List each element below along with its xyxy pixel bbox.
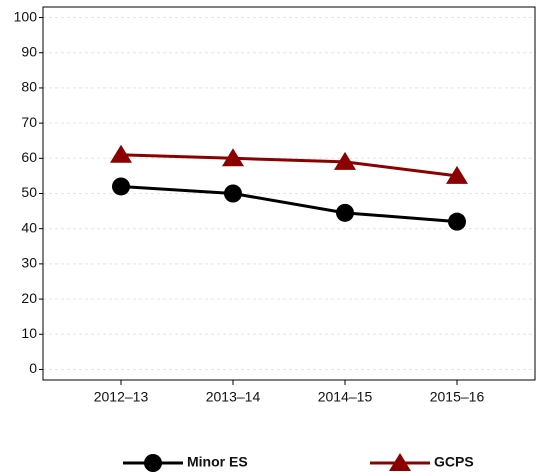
y-tick-label: 90 bbox=[21, 43, 37, 59]
legend-label: Minor ES bbox=[187, 454, 248, 470]
legend-label: GCPS bbox=[434, 454, 474, 470]
y-tick-label: 50 bbox=[21, 184, 37, 200]
series-line bbox=[120, 153, 458, 178]
y-tick-label: 80 bbox=[21, 79, 37, 95]
point bbox=[448, 212, 466, 231]
point bbox=[222, 148, 244, 167]
point bbox=[112, 177, 130, 196]
legend-marker bbox=[144, 454, 162, 472]
y-tick-label: 40 bbox=[21, 219, 37, 235]
x-tick-label: 2013–14 bbox=[206, 389, 261, 405]
plot-frame bbox=[42, 6, 536, 381]
series-line bbox=[120, 184, 458, 224]
legend-marker bbox=[389, 453, 411, 471]
y-tick-label: 0 bbox=[29, 360, 37, 376]
y-tick-label: 60 bbox=[21, 149, 37, 165]
point bbox=[224, 184, 242, 203]
x-tick-label: 2014–15 bbox=[318, 389, 373, 405]
y-tick-label: 100 bbox=[14, 8, 38, 24]
point bbox=[334, 151, 356, 170]
point bbox=[446, 165, 468, 184]
y-tick-label: 10 bbox=[21, 325, 37, 341]
point bbox=[110, 144, 132, 163]
y-tick-label: 70 bbox=[21, 114, 37, 130]
y-tick-label: 30 bbox=[21, 255, 37, 271]
x-tick-label: 2012–13 bbox=[94, 389, 149, 405]
y-tick-label: 20 bbox=[21, 290, 37, 306]
x-tick-label: 2015–16 bbox=[430, 389, 485, 405]
point bbox=[336, 203, 354, 222]
